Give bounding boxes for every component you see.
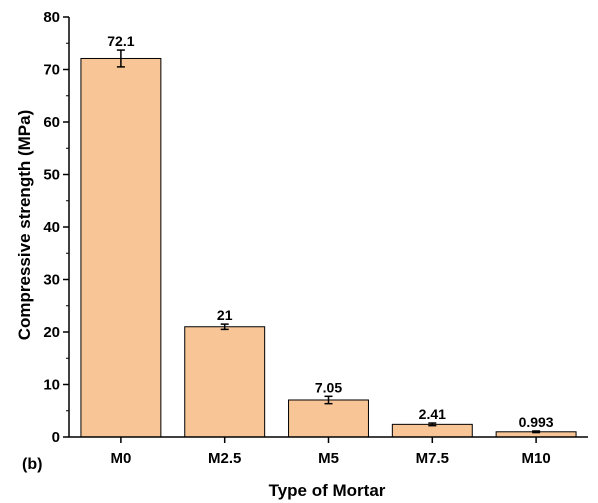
y-tick-label-40: 40 [43, 219, 60, 236]
panel-label: (b) [22, 456, 42, 473]
y-tick-label-0: 0 [52, 429, 60, 446]
data-label-M7.5: 2.41 [419, 406, 446, 422]
bar-M2.5 [184, 326, 266, 438]
y-tick-label-20: 20 [43, 324, 60, 341]
y-tick-label-60: 60 [43, 114, 60, 131]
data-label-M2.5: 21 [217, 307, 233, 323]
error-bar-M2.5 [220, 323, 229, 331]
x-tick-label-M5: M5 [318, 450, 339, 467]
error-bar-M0 [116, 49, 125, 68]
y-tick-label-30: 30 [43, 272, 60, 289]
y-tick-label-10: 10 [43, 377, 60, 394]
x-tick-label-M0: M0 [110, 450, 131, 467]
y-tick-label-50: 50 [43, 167, 60, 184]
y-axis-title: Compressive strength (MPa) [15, 110, 34, 341]
y-tick-label-80: 80 [43, 9, 60, 26]
error-bar-M10 [532, 430, 541, 434]
x-tick-label-M10: M10 [522, 450, 551, 467]
error-bar-M7.5 [428, 422, 437, 427]
data-label-M5: 7.05 [315, 379, 342, 395]
error-bar-M5 [324, 395, 333, 405]
x-tick-label-M2.5: M2.5 [208, 450, 241, 467]
error-bars-layer [116, 49, 541, 434]
x-axis-title: Type of Mortar [269, 481, 386, 500]
y-tick-label-70: 70 [43, 62, 60, 79]
data-label-M0: 72.1 [107, 33, 134, 49]
data-label-M10: 0.993 [519, 414, 554, 430]
labels-layer: 72.1 M0 21 M2.5 7.05 M5 2.41 M7.5 0.993 M10 0 10 20 3… [43, 9, 554, 467]
bar-M0 [80, 57, 162, 438]
bar-M5 [288, 399, 369, 438]
axes-layer [63, 16, 588, 443]
x-tick-label-M7.5: M7.5 [416, 450, 449, 467]
